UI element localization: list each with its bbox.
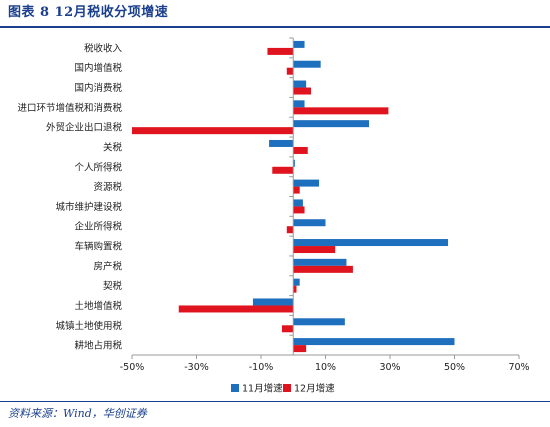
x-tick-label: -10%: [249, 362, 274, 373]
bar-11-7: [293, 179, 320, 187]
bar-12-13: [178, 305, 294, 313]
bar-12-0: [267, 47, 294, 55]
bar-chart: -50% -30% -10% 10% 30% 50% 70% 税收收入国内增值税国内消费税进口…: [17, 37, 530, 395]
category-label: 税收收入: [84, 42, 123, 54]
category-label: 国内消费税: [74, 82, 122, 94]
legend-label-12: 12月增速: [294, 383, 335, 395]
category-label: 国内增值税: [74, 62, 122, 74]
bar-12-1: [286, 67, 294, 75]
x-tick-label: 10%: [315, 362, 336, 373]
bar-12-10: [293, 246, 336, 254]
bar-11-3: [293, 100, 305, 108]
bar-11-0: [293, 40, 305, 48]
source-note: 资料来源：Wind，华创证券: [8, 407, 147, 420]
category-label: 车辆购置税: [74, 241, 122, 253]
bar-12-4: [132, 127, 294, 135]
category-label: 关税: [103, 141, 123, 153]
category-label: 城镇土地使用税: [55, 320, 122, 332]
category-label: 契税: [103, 280, 123, 292]
x-tick-label: -50%: [120, 362, 145, 373]
x-tick-label: 30%: [379, 362, 400, 373]
category-label: 土地增值税: [74, 300, 122, 312]
x-tick-label: 70%: [508, 362, 529, 373]
category-label: 进口环节增值税和消费税: [17, 102, 122, 114]
bar-12-14: [281, 325, 294, 333]
legend-swatch-11: [231, 384, 239, 392]
bar-12-7: [293, 186, 300, 194]
bar-11-4: [293, 120, 370, 128]
legend-label-11: 11月增速: [242, 383, 283, 395]
source-rule: [0, 401, 550, 402]
category-label: 耕地占用税: [74, 340, 122, 352]
bar-12-15: [293, 345, 307, 353]
category-label: 城市维护建设税: [55, 201, 122, 213]
bar-12-6: [272, 166, 294, 174]
category-label: 企业所得税: [74, 221, 122, 233]
bar-12-2: [293, 87, 311, 95]
x-tick-label: 50%: [444, 362, 465, 373]
category-label: 房产税: [93, 260, 122, 272]
bar-12-3: [293, 107, 389, 115]
bar-11-15: [293, 338, 455, 346]
bar-12-5: [293, 146, 308, 154]
bar-11-8: [293, 199, 303, 207]
figure-title: 图表 8 12月税收分项增速: [8, 5, 169, 20]
bar-11-12: [293, 278, 300, 286]
bar-11-5: [269, 139, 294, 147]
bar-12-11: [293, 265, 353, 273]
title-rule: [0, 26, 550, 28]
legend-swatch-12: [283, 384, 291, 392]
bar-11-13: [252, 298, 294, 306]
bar-11-1: [293, 60, 321, 68]
bar-11-2: [293, 80, 307, 88]
bar-11-10: [293, 239, 449, 247]
category-label: 个人所得税: [74, 161, 122, 173]
bar-11-6: [293, 159, 295, 167]
bar-11-14: [293, 318, 345, 326]
category-label: 外贸企业出口退税: [46, 122, 123, 134]
bar-12-12: [293, 285, 297, 293]
category-label: 资源税: [93, 181, 122, 193]
bar-11-9: [293, 219, 326, 227]
bar-11-11: [293, 258, 347, 266]
bar-12-8: [293, 206, 305, 214]
x-tick-label: -30%: [184, 362, 209, 373]
bar-12-9: [286, 226, 294, 234]
